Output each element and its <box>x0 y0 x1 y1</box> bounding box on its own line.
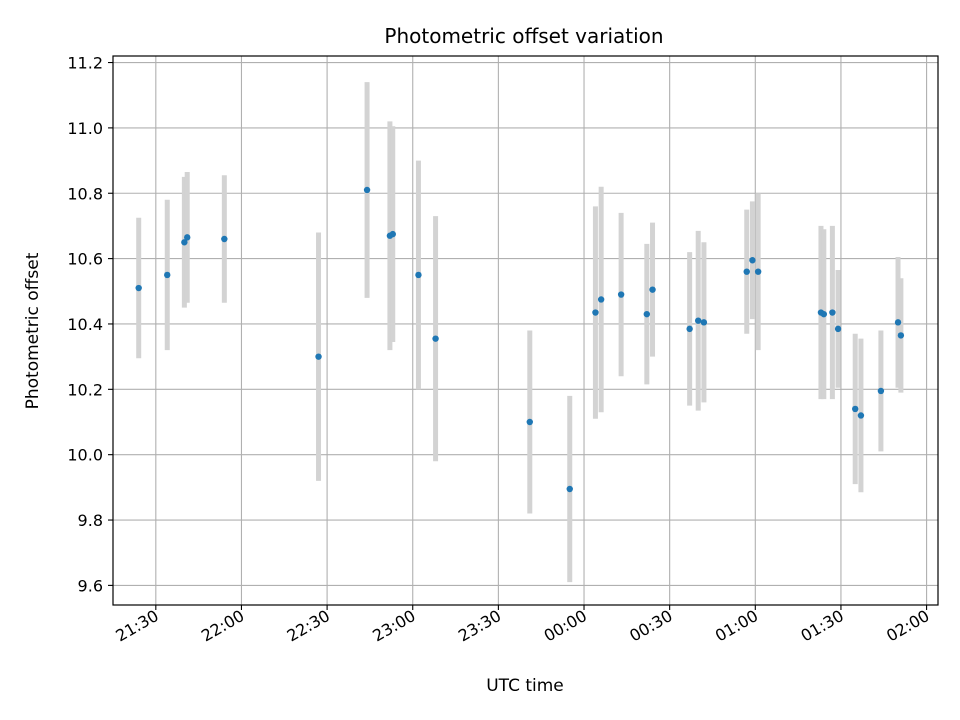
y-tick-label: 10.8 <box>67 184 103 203</box>
data-point <box>852 405 859 413</box>
x-tick-label: 22:00 <box>198 606 247 646</box>
y-tick-label: 10.4 <box>67 315 103 334</box>
data-point <box>164 271 171 279</box>
x-tick-label: 01:00 <box>712 606 761 646</box>
x-tick-label: 23:00 <box>369 606 418 646</box>
y-tick-label: 10.6 <box>67 250 103 269</box>
data-point <box>135 284 142 292</box>
data-point <box>415 271 422 279</box>
y-tick-label: 9.8 <box>78 511 103 530</box>
chart-title: Photometric offset variation <box>384 24 663 48</box>
x-axis-ticks: 21:30 22:00 22:30 23:00 23:30 00:00 00:30 01:00… <box>112 605 933 646</box>
data-point <box>897 332 905 339</box>
y-axis-title: Photometric offset <box>23 252 43 409</box>
x-tick-label: 23:30 <box>455 606 504 646</box>
data-point <box>695 317 702 324</box>
data-point <box>829 309 836 316</box>
data-point <box>700 319 708 326</box>
data-point <box>820 310 828 318</box>
data-point <box>743 268 750 275</box>
y-tick-label: 10.0 <box>67 446 103 465</box>
data-point <box>686 325 693 333</box>
data-point <box>315 353 322 360</box>
data-point <box>597 296 605 303</box>
x-tick-label: 21:30 <box>112 606 161 646</box>
y-tick-label: 10.2 <box>67 380 103 399</box>
data-point <box>754 268 762 275</box>
data-point <box>857 412 865 419</box>
x-tick-label: 00:30 <box>626 606 675 646</box>
data-point <box>181 239 188 246</box>
data-point <box>894 319 902 326</box>
data-point <box>617 291 625 298</box>
y-axis-ticks: 9.6 9.8 10.0 10.2 10.4 10.6 10.8 11.0 11.2 <box>67 54 113 595</box>
plot-area-frame <box>112 55 939 606</box>
x-tick-label: 02:00 <box>883 606 932 646</box>
data-point <box>566 485 573 493</box>
y-tick-label: 11.2 <box>67 54 103 73</box>
x-axis-title: UTC time <box>486 676 564 696</box>
data-point <box>363 186 371 194</box>
data-point <box>592 309 599 316</box>
data-point <box>834 325 842 333</box>
grid <box>113 56 938 605</box>
data-point <box>643 310 651 318</box>
data-point <box>389 230 396 238</box>
x-tick-label: 22:30 <box>284 606 333 646</box>
y-tick-label: 9.6 <box>78 576 103 595</box>
data-point <box>526 418 533 426</box>
data-points <box>135 186 905 493</box>
x-tick-label: 00:00 <box>541 606 590 646</box>
data-point <box>649 286 656 293</box>
data-point <box>221 235 228 243</box>
data-point <box>877 387 885 395</box>
error-bars <box>136 82 904 583</box>
data-point <box>749 257 756 264</box>
y-tick-label: 11.0 <box>67 119 103 138</box>
data-point <box>184 234 191 241</box>
data-point <box>432 335 439 342</box>
x-tick-label: 01:30 <box>798 606 847 646</box>
